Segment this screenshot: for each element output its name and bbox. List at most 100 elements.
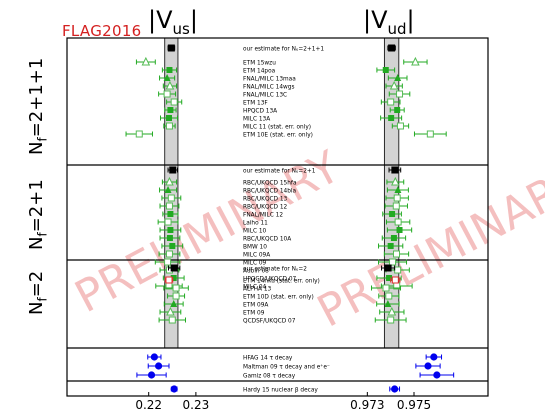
vud-point [388,115,395,121]
row-label: FNAL/MILC 12 [243,213,283,219]
row-label: RBC/UKQCD 12 [243,205,288,211]
vus-point [166,306,175,316]
vus-point [170,98,178,106]
row-label: ETM 10D (stat. err. only) [243,295,314,301]
row-label: Aubin 08 [243,269,269,275]
row-label: HPQCD/UKQCD 07 [243,277,297,283]
vus-point [167,107,174,113]
row-label: RBC/UKQCD 10A [243,237,291,243]
vus-point [164,218,172,226]
vus-point [170,300,178,307]
vus-point [163,90,171,98]
vus-point [164,186,172,193]
vud-point [384,264,392,272]
vud-point [388,44,396,52]
row-label: MILC 11 (stat. err. only) [243,125,311,131]
left-panel-title: |Vus| [148,6,198,38]
row-label: BMW 10 [243,245,267,251]
vus-point [172,284,180,292]
vud-point [430,353,438,361]
vud-point [389,211,396,217]
row-label: Gamiz 08 τ decay [243,374,296,380]
row-label: MILC 13A [243,117,270,123]
vud-point [391,166,399,174]
plot-frame [66,37,489,397]
vud-point [394,218,402,226]
vus-point [167,194,175,202]
vud-point [392,202,400,210]
x-tick-label: 0.973 [350,398,384,409]
vus-point [163,74,171,81]
vus-point [170,264,178,272]
row-label: RBC/UKQCD 13 [243,197,288,203]
row-label: FNAL/MILC 14wgs [243,85,294,91]
row-label: ETM 15wzu [243,61,276,67]
vud-point [396,90,404,98]
x-tick-label: 0.23 [183,398,210,409]
row-label: ETM 14nku (stat. err. only) [243,279,320,285]
vus-point [150,353,158,361]
vud-point [391,276,399,284]
row-label: HPQCD 13A [243,109,277,115]
vus-point [167,44,175,52]
vud-point [390,235,397,241]
vud-point [394,266,402,274]
vud-point [387,243,394,249]
row-label: ETM 09 [243,311,265,317]
vud-point [387,98,395,106]
vus-point [165,176,174,186]
x-tick-label: 0.975 [397,398,431,409]
flag-logo: FLAG2016 [62,22,142,40]
vud-point [426,130,434,138]
vus-point [147,371,156,379]
vus-point [164,258,172,266]
vus-point [169,243,176,249]
vud-point [394,107,401,113]
row-label: ETM 10E (stat. err. only) [243,133,313,139]
row-label: RBC/UKQCD 15hfa [243,181,297,187]
row-label: FNAL/MILC 13maa [243,77,296,83]
vud-point [382,67,389,73]
row-label: Hardy 15 nuclear β decay [243,388,318,394]
vus-point [141,56,151,66]
x-tick-label: 0.22 [135,398,162,409]
vud-point [382,284,390,292]
vud-point [391,385,399,393]
vus-point [169,166,177,174]
vud-point [387,316,395,324]
vud-point [387,306,397,316]
vud-point [389,80,399,90]
vud-point [393,250,400,258]
vus-point [155,362,163,370]
row-label: MILC 09A [243,253,270,259]
vud-point [391,176,400,186]
vud-point [386,275,393,281]
vud-point [389,258,397,266]
row-label: ETM 09A [243,303,268,309]
vud-point [394,74,402,81]
row-label: HFAG 14 τ decay [243,356,293,362]
vus-point [170,385,178,393]
row-label: QCDSF/UKQCD 07 [243,319,296,325]
vus-point [165,250,173,258]
row-label: our estimate for Nₑ=2 [243,267,307,273]
vus-point [135,130,143,138]
vus-point [167,227,174,233]
vud-point [433,371,441,379]
vud-point [385,292,393,300]
vud-point [411,56,420,66]
vus-point [165,276,173,284]
vud-point [394,186,402,193]
vud-point [396,122,404,130]
vus-point [165,122,173,130]
vud-point [393,194,401,202]
row-label: MILC 04 [243,285,267,291]
vus-point [167,211,174,217]
row-label: FNAL/MILC 13C [243,93,287,99]
vud-point [396,227,403,233]
row-label: MILC 09 [243,261,267,267]
row-label: MILC 10 [243,229,267,235]
row-label: ETM 13F [243,101,268,107]
vus-point [168,316,176,324]
